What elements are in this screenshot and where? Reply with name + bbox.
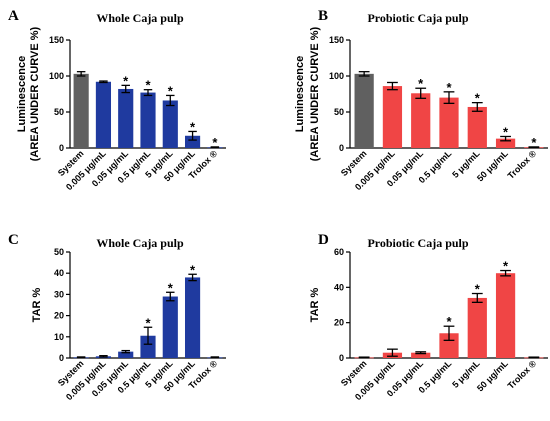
significance-star: * <box>475 282 481 297</box>
bar <box>382 86 403 148</box>
bar <box>162 296 178 358</box>
y-tick-label: 50 <box>54 247 64 257</box>
chart-title: Whole Caja pulp <box>96 236 184 250</box>
significance-star: * <box>446 80 452 95</box>
significance-star: * <box>212 135 218 150</box>
y-tick-label: 20 <box>334 318 344 328</box>
y-tick-label: 10 <box>54 332 64 342</box>
bar <box>162 100 178 148</box>
bar <box>118 88 134 148</box>
chart-title: Probiotic Caja pulp <box>367 236 468 250</box>
significance-star: * <box>168 280 174 295</box>
x-tick-label: Trolox ® <box>506 358 539 391</box>
bar <box>184 277 201 358</box>
y-axis-label-line2: (AREA UNDER CURVE %) <box>309 26 321 161</box>
panel-letter: D <box>318 232 329 248</box>
x-tick-label: 50 μg/mL <box>475 148 510 183</box>
chart-title: Probiotic Caja pulp <box>367 11 468 25</box>
y-tick-label: 0 <box>339 143 344 153</box>
y-tick-label: 0 <box>59 143 64 153</box>
significance-star: * <box>503 124 509 139</box>
bar <box>411 352 431 358</box>
panel-a: A Whole Caja pulp Luminescence (AREA UNDER … <box>8 8 226 192</box>
bar <box>467 106 487 148</box>
chart-title: Whole Caja pulp <box>96 11 184 25</box>
significance-star: * <box>168 83 174 98</box>
significance-star: * <box>503 259 509 274</box>
y-axis-label: Luminescence <box>16 56 28 132</box>
significance-star: * <box>531 135 537 150</box>
significance-star: * <box>190 119 196 134</box>
bar <box>467 297 487 358</box>
y-tick-label: 60 <box>334 247 344 257</box>
panel-b: B Probiotic Caja pulp Luminescence (AREA UN… <box>294 8 548 192</box>
y-tick-label: 20 <box>54 311 64 321</box>
significance-star: * <box>190 262 196 277</box>
y-tick-label: 0 <box>59 353 64 363</box>
panel-letter: A <box>8 8 19 24</box>
significance-star: * <box>145 78 151 93</box>
y-tick-label: 150 <box>329 35 344 45</box>
significance-star: * <box>123 73 129 88</box>
bar <box>184 135 201 148</box>
bar <box>439 97 459 148</box>
bar <box>95 81 112 148</box>
bar <box>411 93 431 148</box>
y-axis-label: Luminescence <box>294 56 306 132</box>
panel-letter: C <box>8 232 19 248</box>
panel-letter: B <box>318 8 328 24</box>
y-tick-label: 40 <box>54 268 64 278</box>
y-tick-label: 40 <box>334 282 344 292</box>
bar <box>495 138 516 148</box>
bar <box>439 333 459 358</box>
bar <box>140 92 156 148</box>
y-tick-label: 150 <box>49 35 64 45</box>
significance-star: * <box>446 314 452 329</box>
bar <box>495 273 516 358</box>
y-tick-label: 30 <box>54 289 64 299</box>
y-axis-label-line2: (AREA UNDER CURVE %) <box>29 26 41 161</box>
bar <box>140 335 156 358</box>
bar <box>354 73 374 148</box>
y-tick-label: 100 <box>49 71 64 81</box>
significance-star: * <box>418 76 424 91</box>
y-tick-label: 0 <box>339 353 344 363</box>
bar <box>73 73 89 148</box>
y-tick-label: 100 <box>329 71 344 81</box>
x-tick-label: Trolox ® <box>506 148 539 181</box>
x-tick-label: 50 μg/mL <box>475 358 510 393</box>
y-axis-label: TAR % <box>31 287 43 322</box>
significance-star: * <box>145 315 151 330</box>
y-tick-label: 50 <box>54 107 64 117</box>
bar <box>118 351 134 358</box>
y-axis-label: TAR % <box>309 287 321 322</box>
y-tick-label: 50 <box>334 107 344 117</box>
significance-star: * <box>475 91 481 106</box>
